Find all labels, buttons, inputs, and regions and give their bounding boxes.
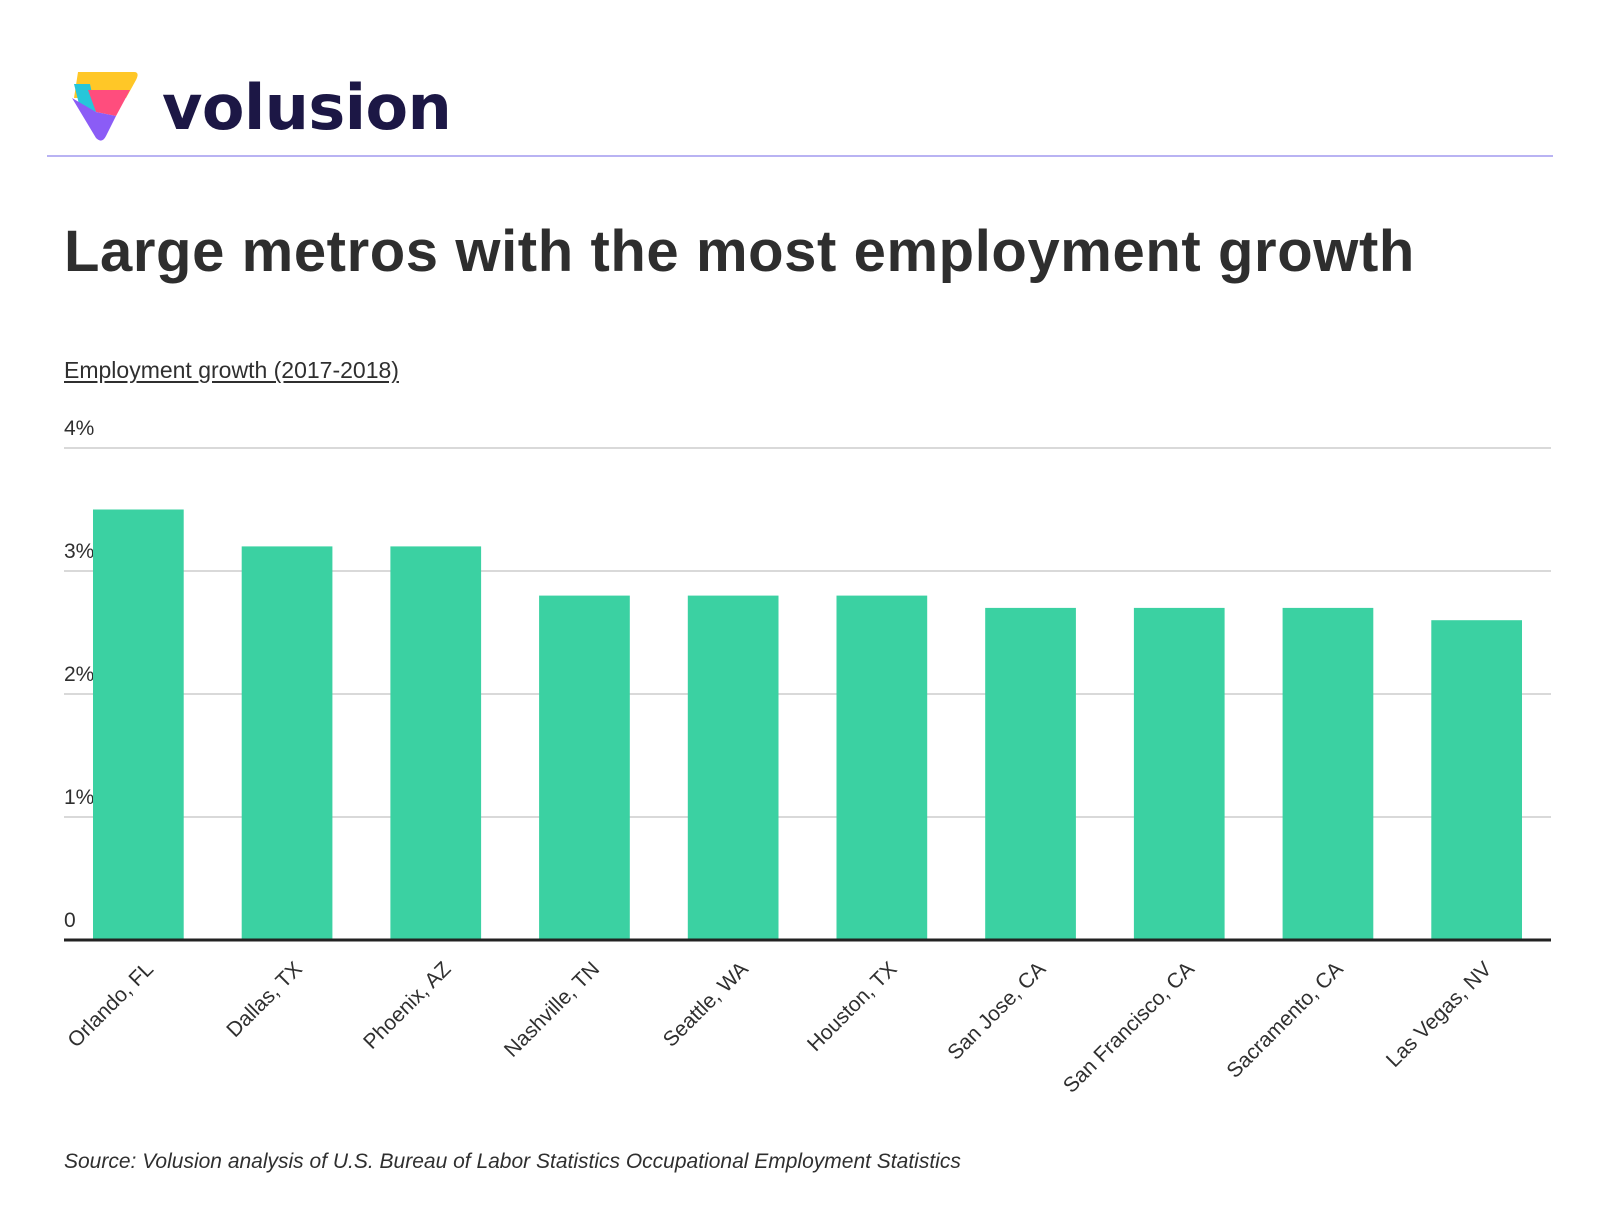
x-tick-label: Orlando, FL [63, 957, 158, 1052]
y-tick-label: 4% [64, 417, 94, 440]
bar [1282, 607, 1374, 940]
bar [539, 595, 630, 940]
chart-title: Large metros with the most employment gr… [64, 219, 1415, 284]
header-divider [47, 155, 1553, 157]
x-tick-label: San Jose, CA [943, 957, 1050, 1064]
x-tick-label: Phoenix, AZ [359, 957, 455, 1053]
x-tick-label: San Francisco, CA [1059, 957, 1199, 1097]
y-tick-label: 2% [64, 663, 94, 686]
bar [92, 509, 184, 940]
bar [985, 607, 1076, 940]
bar [1431, 620, 1523, 940]
y-axis-label: Employment growth (2017-2018) [64, 357, 399, 383]
y-tick-label: 1% [64, 786, 94, 809]
source-note: Source: Volusion analysis of U.S. Bureau… [64, 1150, 961, 1173]
x-tick-label: Houston, TX [803, 957, 902, 1056]
y-tick-label: 3% [64, 540, 94, 563]
bar [687, 595, 779, 940]
bar [390, 546, 482, 940]
bar [836, 595, 928, 940]
x-tick-label: Sacramento, CA [1222, 957, 1347, 1082]
brand-name: volusion [162, 71, 452, 144]
x-tick-label: Nashville, TN [500, 957, 604, 1061]
y-tick-label: 0 [64, 909, 76, 932]
bar-chart: 0 1% 2% 3% 4% Orlando, FL Dallas, TX Phoenix, A… [63, 417, 1551, 1098]
x-tick-label: Las Vegas, NV [1382, 957, 1496, 1071]
x-tick-label: Seattle, WA [659, 957, 753, 1051]
bar [1133, 607, 1225, 940]
bar [241, 546, 333, 940]
x-tick-label: Dallas, TX [222, 957, 306, 1041]
volusion-logo-icon [72, 72, 138, 141]
